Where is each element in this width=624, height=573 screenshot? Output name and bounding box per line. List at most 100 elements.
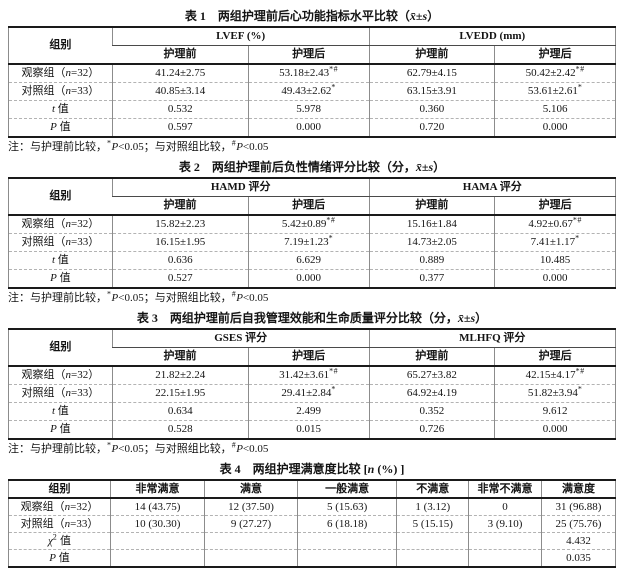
- italic-text: x̄: [409, 9, 416, 23]
- table3-title: 表 3 两组护理前后自我管理效能和生命质量评分比较（分，x̄±s）: [8, 311, 616, 325]
- italic-text: P: [50, 272, 57, 284]
- table-cell: 0.000: [494, 118, 616, 137]
- table-row: P 值 0.597 0.000 0.720 0.000: [9, 118, 616, 138]
- row-label: P 值: [9, 421, 113, 440]
- table-row: P 值 0.528 0.015 0.726 0.000: [9, 420, 616, 440]
- text: 值: [55, 103, 69, 115]
- table3-block: 表 3 两组护理前后自我管理效能和生命质量评分比较（分，x̄±s） 组别 GSES…: [8, 311, 616, 456]
- italic-text: P: [236, 292, 243, 304]
- span-header-cell: MLHFQ 评分: [368, 329, 616, 348]
- sub-header-cell: 护理前: [112, 45, 249, 65]
- table-cell: 16.15±1.95: [111, 233, 249, 252]
- table-row: t 值 0.636 6.629 0.889 10.485: [8, 251, 616, 270]
- italic-text: s: [428, 160, 434, 174]
- table-row: 观察组（n=32） 41.24±2.75 53.18±2.43*# 62.79±4.1…: [8, 64, 616, 83]
- table-cell: [396, 532, 469, 550]
- table-cell: 65.27±3.82: [368, 366, 495, 385]
- table-cell: [468, 549, 542, 567]
- text: <0.05: [242, 443, 269, 455]
- text: 值: [56, 121, 71, 133]
- text: (%) ]: [374, 462, 405, 476]
- table-header: 组别 HAMD 评分 HAMA 评分 护理前 护理后 护理前 护理后: [8, 178, 616, 216]
- text: 51.82±3.94: [527, 387, 578, 399]
- table-cell: 0.597: [111, 118, 249, 137]
- text: 50.42±2.42: [525, 67, 576, 79]
- text: 观察组（: [21, 218, 66, 230]
- table-cell: 0.532: [111, 100, 249, 119]
- table-body: 观察组（n=32） 15.82±2.23 5.42±0.89*# 15.16±1.84…: [8, 215, 616, 288]
- superscript-marker: #: [231, 138, 237, 148]
- superscript-marker: *: [107, 138, 112, 148]
- table-cell: 40.85±3.14: [111, 82, 249, 101]
- superscript-marker: *#: [575, 366, 585, 376]
- italic-text: P: [50, 423, 57, 435]
- table-cell: 50.42±2.42*#: [494, 64, 616, 83]
- italic-text: n: [367, 462, 375, 476]
- row-label: 对照组（n=33）: [8, 233, 113, 252]
- table1-note: 注：与护理前比较，*P<0.05；与对照组比较，#P<0.05: [8, 138, 616, 154]
- table-header: 组别 GSES 评分 MLHFQ 评分 护理前 护理后 护理前 护理后: [8, 329, 616, 367]
- text: ）: [475, 311, 488, 325]
- table2-title: 表 2 两组护理前后负性情绪评分比较（分，x̄±s）: [8, 160, 616, 174]
- table-cell: 53.61±2.61*: [494, 82, 616, 101]
- row-label: 观察组（n=32）: [8, 64, 113, 83]
- text: 29.41±2.84: [281, 387, 332, 399]
- table4-title: 表 4 两组护理满意度比较 [n (%) ]: [8, 462, 616, 476]
- text: 值: [57, 535, 72, 547]
- table-row: 对照组（n=33） 16.15±1.95 7.19±1.23* 14.73±2.05 7…: [8, 233, 616, 252]
- sub-header-cell: 护理前: [112, 196, 249, 216]
- table-row: P 值 0.035: [9, 549, 616, 567]
- table-cell: 14 (43.75): [109, 498, 205, 516]
- row-label: t 值: [8, 402, 113, 421]
- italic-text: x̄: [457, 311, 464, 325]
- sub-header-cell: 护理后: [494, 196, 616, 216]
- table-cell: 10.485: [494, 251, 616, 270]
- italic-text: t: [51, 254, 56, 266]
- table2-block: 表 2 两组护理前后负性情绪评分比较（分，x̄±s） 组别 HAMD 评分 HAMA…: [8, 160, 616, 305]
- text: <0.05；与对照组比较，: [118, 141, 232, 153]
- text: ±: [463, 311, 471, 325]
- row-label: 观察组（n=32）: [8, 215, 113, 234]
- italic-text: n: [65, 236, 72, 248]
- table-cell: 7.41±1.17*: [494, 233, 616, 252]
- italic-text: t: [51, 405, 56, 417]
- table-cell: 6 (18.18): [296, 515, 397, 533]
- table-cell: 0.377: [368, 269, 495, 288]
- table-row: 观察组（n=32） 21.82±2.24 31.42±3.61*# 65.27±3.8…: [8, 366, 616, 385]
- italic-text: P: [236, 141, 243, 153]
- superscript-marker: *#: [329, 366, 339, 376]
- table-cell: 0.000: [247, 269, 370, 288]
- group-header-cell: 组别: [8, 178, 113, 216]
- table-cell: 12 (37.50): [204, 498, 298, 516]
- header-sub-row: 护理前 护理后 护理前 护理后: [9, 196, 616, 216]
- table4-block: 表 4 两组护理满意度比较 [n (%) ] 组别 非常满意 满意 一般满意 不满意 非常…: [8, 462, 616, 568]
- table-cell: 5 (15.63): [296, 498, 397, 516]
- table-cell: 0.000: [494, 269, 616, 288]
- row-label: χ2 值: [8, 532, 111, 550]
- table-cell: 4.432: [540, 532, 616, 550]
- text: 表 2 两组护理前后负性情绪评分比较（分，: [178, 160, 416, 174]
- sub-header-cell: 护理前: [368, 45, 495, 65]
- table-cell: 49.43±2.62*: [247, 82, 370, 101]
- table-cell: 0.636: [111, 251, 249, 270]
- table-cell: [204, 532, 298, 550]
- italic-text: P: [50, 121, 57, 133]
- text: 观察组（: [21, 369, 66, 381]
- table-cell: [396, 549, 469, 567]
- superscript-marker: *: [577, 384, 583, 394]
- row-label: P 值: [9, 119, 113, 138]
- italic-text: n: [65, 218, 72, 230]
- italic-text: n: [64, 518, 71, 530]
- superscript-marker: *: [331, 384, 336, 394]
- table-cell: 7.19±1.23*: [247, 233, 370, 252]
- header-span-row: 组别 HAMD 评分 HAMA 评分: [8, 178, 616, 216]
- table-cell: [109, 532, 205, 550]
- table-row: t 值 0.634 2.499 0.352 9.612: [8, 402, 616, 421]
- row-label: 对照组（n=33）: [8, 384, 113, 403]
- table-row: 对照组（n=33） 22.15±1.95 29.41±2.84* 64.92±4.19…: [8, 384, 616, 403]
- table-cell: 4.92±0.67*#: [494, 215, 616, 234]
- header-sub-row: 护理前 护理后 护理前 护理后: [9, 347, 616, 367]
- text: ）: [427, 9, 440, 23]
- sub-header-cell: 护理后: [494, 347, 616, 367]
